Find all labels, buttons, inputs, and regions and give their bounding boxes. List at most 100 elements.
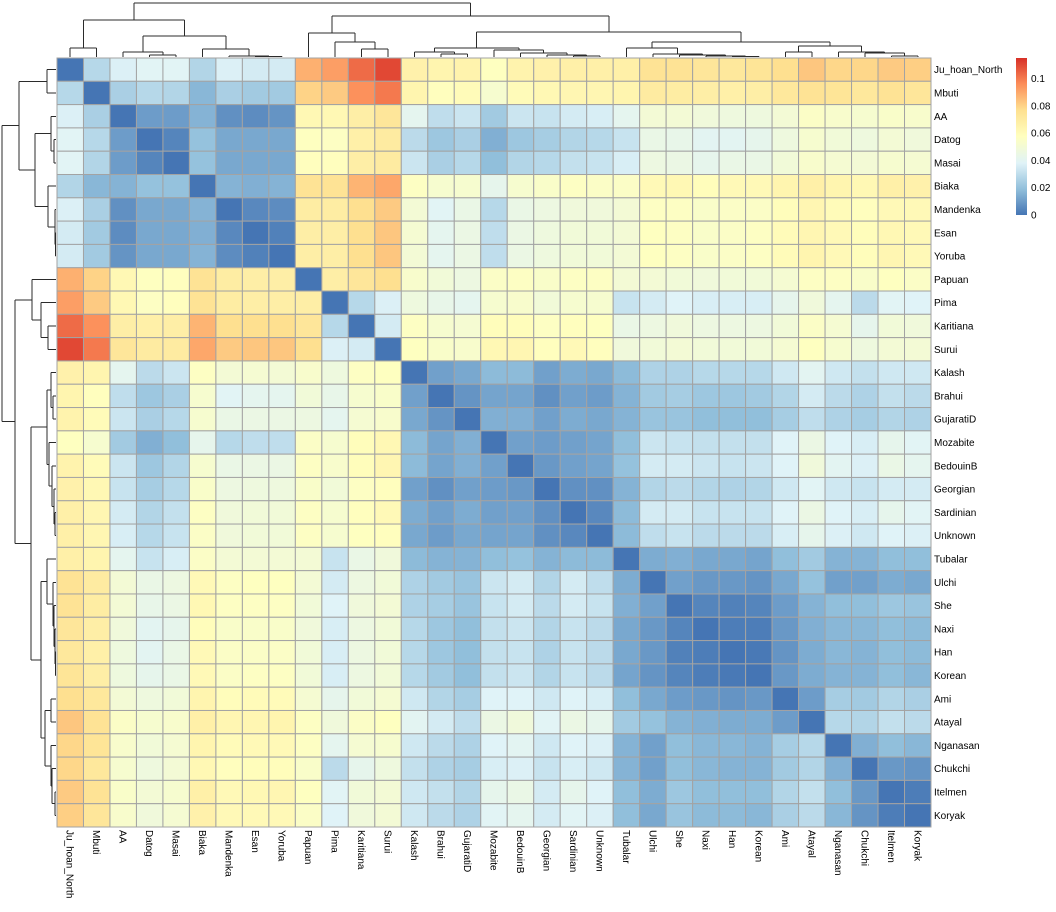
heatmap-cell <box>665 383 694 409</box>
heatmap-cell <box>506 197 535 222</box>
heatmap-cell <box>400 290 429 315</box>
heatmap-cell <box>665 150 694 176</box>
heatmap-cell <box>453 174 482 199</box>
row-dendrogram-branch <box>40 302 56 339</box>
heatmap-cell <box>506 476 535 502</box>
heatmap-cell <box>453 500 482 525</box>
heatmap-cell <box>612 523 641 548</box>
heatmap-cell <box>135 337 164 362</box>
heatmap-cell <box>56 733 84 758</box>
heatmap-cell <box>241 476 270 502</box>
heatmap-cell <box>533 337 561 362</box>
heatmap-cell <box>718 243 747 269</box>
heatmap-cell <box>82 290 111 315</box>
heatmap-cell <box>612 383 641 409</box>
heatmap-cell <box>162 104 190 129</box>
heatmap-cell <box>718 733 747 758</box>
heatmap-cell <box>904 546 932 572</box>
heatmap-cell <box>480 500 508 525</box>
heatmap-cell <box>188 174 217 199</box>
heatmap-cell <box>268 616 296 642</box>
heatmap-cell <box>665 220 694 245</box>
heatmap-cell <box>427 453 455 478</box>
heatmap-cell <box>162 290 190 315</box>
heatmap-cell <box>718 313 747 339</box>
heatmap-cell <box>586 616 614 642</box>
heatmap-cell <box>851 220 879 245</box>
heatmap-cell <box>135 663 164 688</box>
heatmap-cell <box>877 430 906 455</box>
heatmap-cell <box>877 733 906 758</box>
heatmap-cell <box>82 360 111 385</box>
heatmap-cell <box>506 383 535 409</box>
heatmap-cell <box>771 80 800 106</box>
heatmap-cell <box>400 127 429 152</box>
column-label: Ami <box>779 830 790 847</box>
heatmap-cell <box>665 640 694 665</box>
heatmap-cell <box>692 383 720 409</box>
heatmap-cell <box>453 313 482 339</box>
heatmap-cell <box>188 80 217 106</box>
heatmap-cell <box>268 733 296 758</box>
heatmap-cell <box>824 453 853 478</box>
heatmap-cell <box>56 546 84 572</box>
heatmap-cell <box>718 500 747 525</box>
heatmap-cell <box>586 337 614 362</box>
heatmap-cell <box>56 779 84 805</box>
heatmap-cell <box>241 360 270 385</box>
heatmap-cell <box>56 640 84 665</box>
heatmap-cell <box>798 104 826 129</box>
heatmap-cell <box>586 476 614 502</box>
heatmap-cell <box>745 290 773 315</box>
column-label: Atayal <box>805 830 816 858</box>
heatmap-cell <box>745 127 773 152</box>
row-label: Brahui <box>934 391 963 402</box>
heatmap-cell <box>904 150 932 176</box>
heatmap-cell <box>294 104 323 129</box>
heatmap-cell <box>692 174 720 199</box>
heatmap-cell <box>453 733 482 758</box>
row-label: Surui <box>934 345 957 356</box>
heatmap-cell <box>135 709 164 735</box>
heatmap-cell <box>294 197 323 222</box>
heatmap-cell <box>321 476 349 502</box>
heatmap-cell <box>135 174 164 199</box>
heatmap-cell <box>109 709 137 735</box>
heatmap-cell <box>586 640 614 665</box>
heatmap-cell <box>559 127 588 152</box>
heatmap-cell <box>639 104 667 129</box>
row-label: Itelmen <box>934 788 967 799</box>
heatmap-cell <box>824 570 853 595</box>
heatmap-cell <box>639 476 667 502</box>
heatmap-cell <box>427 803 455 828</box>
heatmap-cell <box>533 57 561 82</box>
heatmap-cell <box>612 220 641 245</box>
column-label: Papuan <box>302 830 313 864</box>
heatmap-cell <box>904 640 932 665</box>
heatmap-cell <box>904 290 932 315</box>
heatmap-cell <box>798 476 826 502</box>
heatmap-cell <box>612 500 641 525</box>
column-dendrogram-branch <box>476 31 742 48</box>
column-label: Datog <box>143 830 154 857</box>
heatmap-cell <box>215 593 243 618</box>
heatmap-cell <box>321 174 349 199</box>
heatmap-cell <box>215 104 243 129</box>
heatmap-cell <box>241 779 270 805</box>
heatmap-cell <box>506 313 535 339</box>
heatmap-cell <box>188 803 217 828</box>
heatmap-cell <box>294 523 323 548</box>
heatmap-cell <box>586 174 614 199</box>
row-label: Ulchi <box>934 578 956 589</box>
heatmap-cell <box>453 337 482 362</box>
heatmap-cell <box>745 267 773 292</box>
heatmap-cell <box>162 383 190 409</box>
heatmap-cell <box>798 174 826 199</box>
heatmap-cell <box>480 779 508 805</box>
heatmap-cell <box>851 476 879 502</box>
heatmap-cell <box>506 500 535 525</box>
heatmap-cell <box>241 407 270 432</box>
heatmap-cell <box>374 174 402 199</box>
heatmap-cell <box>321 243 349 269</box>
